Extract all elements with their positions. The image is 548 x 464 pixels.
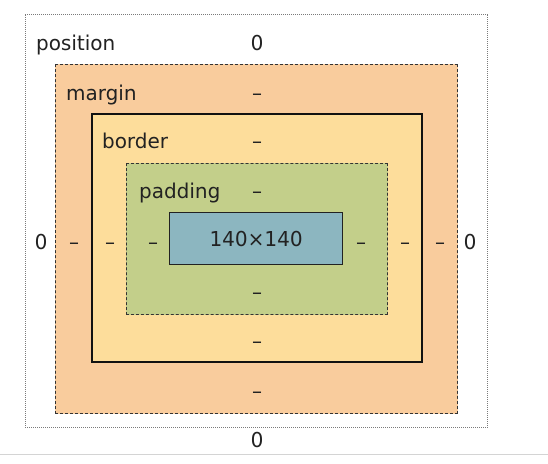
border-label: border bbox=[102, 129, 169, 153]
position-left-value[interactable]: 0 bbox=[34, 230, 48, 254]
padding-top-value[interactable]: – bbox=[252, 179, 262, 203]
position-right-value[interactable]: 0 bbox=[463, 230, 477, 254]
margin-left-value[interactable]: – bbox=[69, 230, 79, 254]
border-bottom-value[interactable]: – bbox=[252, 329, 262, 353]
padding-label: padding bbox=[139, 179, 221, 203]
position-bottom-value[interactable]: 0 bbox=[250, 428, 264, 452]
position-label: position bbox=[36, 31, 116, 55]
content-size: 140×140 bbox=[209, 226, 303, 251]
margin-label: margin bbox=[66, 81, 137, 105]
padding-left-value[interactable]: – bbox=[148, 230, 158, 254]
padding-right-value[interactable]: – bbox=[356, 230, 366, 254]
panel-divider bbox=[0, 454, 548, 455]
margin-bottom-value[interactable]: – bbox=[252, 379, 262, 403]
border-left-value[interactable]: – bbox=[105, 230, 115, 254]
margin-right-value[interactable]: – bbox=[435, 230, 445, 254]
margin-top-value[interactable]: – bbox=[252, 81, 262, 105]
border-top-value[interactable]: – bbox=[252, 129, 262, 153]
content-box[interactable]: 140×140 bbox=[169, 212, 343, 265]
border-right-value[interactable]: – bbox=[400, 230, 410, 254]
position-top-value[interactable]: 0 bbox=[250, 31, 264, 55]
padding-bottom-value[interactable]: – bbox=[252, 280, 262, 304]
